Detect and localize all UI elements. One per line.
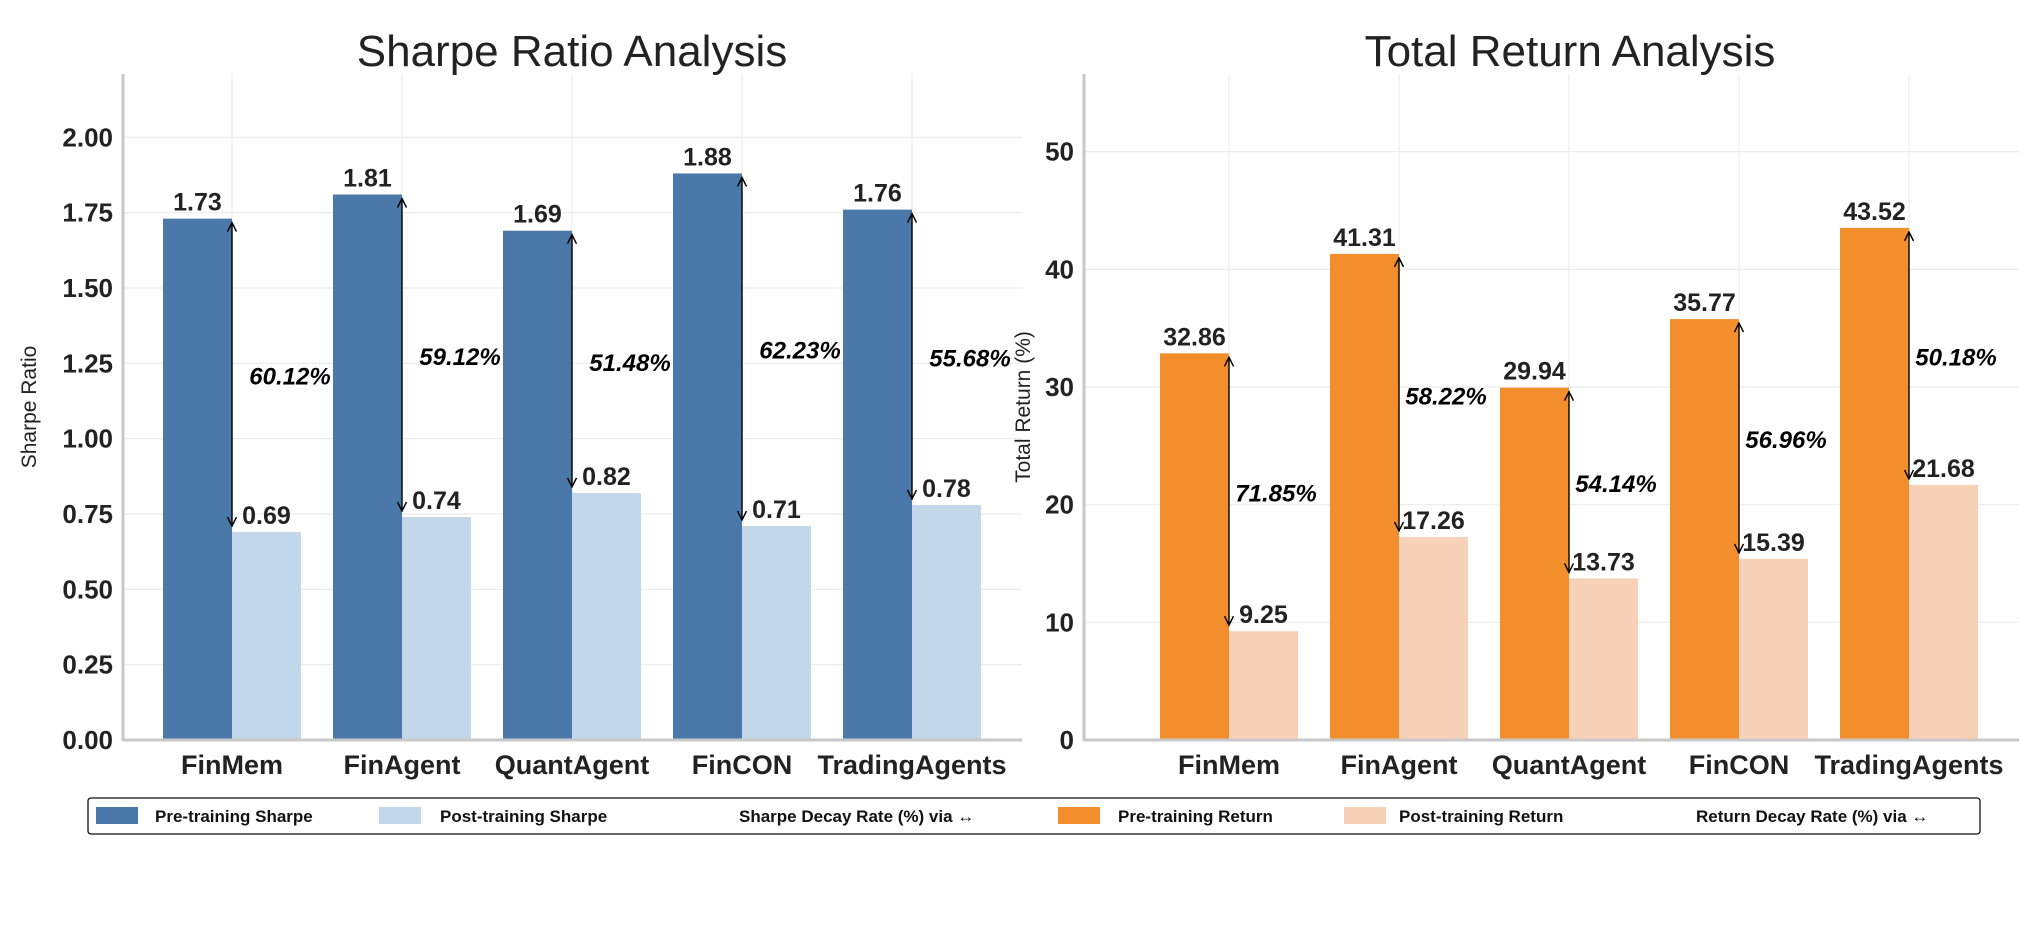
value-label-pre: 43.52 <box>1843 198 1906 226</box>
bar-post-fincon <box>1739 558 1808 740</box>
legend-label: Pre-training Return <box>1118 807 1273 826</box>
y-tick-label: 10 <box>1045 607 1074 637</box>
chart-title: Sharpe Ratio Analysis <box>357 27 787 76</box>
value-label-post: 9.25 <box>1239 601 1288 629</box>
value-label-pre: 1.73 <box>173 189 222 217</box>
decay-rate-label: 58.22% <box>1405 383 1486 410</box>
x-tick-label: FinAgent <box>344 750 461 780</box>
bar-pre-finagent <box>1330 253 1399 741</box>
sharpe-ratio-panel: 0.00 0.25 0.50 0.75 1.00 1.25 1.50 1.75 2.00 1.73… <box>18 27 1022 780</box>
value-label-post: 0.78 <box>922 475 971 503</box>
legend-swatch <box>96 807 138 824</box>
y-tick-label: 1.50 <box>62 273 113 303</box>
decay-rate-label: 50.18% <box>1915 344 1996 371</box>
legend-label: Return Decay Rate (%) via ↔ <box>1696 807 1928 826</box>
bar-post-quantagent <box>572 492 641 740</box>
value-label-post: 0.69 <box>242 502 291 530</box>
x-tick-label: FinCON <box>692 750 793 780</box>
chart-title: Total Return Analysis <box>1365 27 1776 76</box>
decay-rate-label: 55.68% <box>929 345 1010 372</box>
bar-pre-tradingagents <box>843 209 912 741</box>
y-tick-label: 0 <box>1060 725 1074 755</box>
x-tick-label: FinAgent <box>1341 750 1458 780</box>
bar-pre-finagent <box>333 194 402 741</box>
decay-rate-label: 59.12% <box>419 344 500 371</box>
legend-label: Pre-training Sharpe <box>155 807 313 826</box>
y-tick-label: 0.00 <box>62 725 113 755</box>
x-tick-label: FinCON <box>1689 750 1790 780</box>
x-tick-label: QuantAgent <box>495 750 650 780</box>
bar-post-finagent <box>402 516 471 740</box>
y-tick-label: 50 <box>1045 137 1074 167</box>
y-axis-label: Sharpe Ratio <box>18 346 41 469</box>
bar-pre-fincon <box>1670 319 1739 740</box>
value-label-pre: 41.31 <box>1333 224 1396 252</box>
bar-post-quantagent <box>1569 578 1638 740</box>
value-label-pre: 1.81 <box>343 165 392 193</box>
y-tick-label: 20 <box>1045 490 1074 520</box>
decay-rate-label: 51.48% <box>589 350 670 377</box>
y-tick-label: 1.25 <box>62 348 113 378</box>
x-tick-label: QuantAgent <box>1492 750 1647 780</box>
bar-post-finagent <box>1399 536 1468 740</box>
bar-pre-quantagent <box>503 230 572 741</box>
value-label-post: 0.71 <box>752 496 801 524</box>
y-axis-label: Total Return (%) <box>1012 331 1035 483</box>
bar-pre-tradingagents <box>1840 227 1909 740</box>
legend-swatch <box>379 807 421 824</box>
value-label-pre: 29.94 <box>1503 358 1566 386</box>
value-label-post: 15.39 <box>1742 529 1805 557</box>
bar-pre-quantagent <box>1500 387 1569 740</box>
y-tick-label: 1.00 <box>62 424 113 454</box>
value-label-pre: 32.86 <box>1163 323 1226 351</box>
y-tick-label: 40 <box>1045 254 1074 284</box>
value-label-pre: 1.76 <box>853 180 902 208</box>
value-label-post: 0.74 <box>412 487 461 515</box>
total-return-panel: 0 10 20 30 40 50 32.86 9.25 71.85% FinMem 41.31 17.… <box>1012 27 2019 780</box>
legend-label: Post-training Return <box>1399 807 1563 826</box>
value-label-pre: 1.88 <box>683 143 732 171</box>
value-label-post: 21.68 <box>1912 455 1975 483</box>
x-tick-label: FinMem <box>181 750 283 780</box>
y-tick-label: 0.75 <box>62 499 113 529</box>
y-tick-label: 1.75 <box>62 198 113 228</box>
legend-label: Sharpe Decay Rate (%) via ↔ <box>739 807 974 826</box>
bar-post-tradingagents <box>1909 484 1978 740</box>
legend-frame <box>87 797 1981 835</box>
decay-rate-label: 54.14% <box>1575 471 1656 498</box>
y-tick-label: 0.25 <box>62 650 113 680</box>
bar-pre-finmem <box>163 218 232 740</box>
y-tick-label: 0.50 <box>62 574 113 604</box>
value-label-pre: 1.69 <box>513 201 562 229</box>
value-label-post: 13.73 <box>1572 548 1635 576</box>
value-label-post: 17.26 <box>1402 507 1465 535</box>
x-tick-label: TradingAgents <box>1814 750 2003 780</box>
value-label-post: 0.82 <box>582 463 631 491</box>
decay-rate-label: 62.23% <box>759 338 840 365</box>
decay-rate-label: 71.85% <box>1235 480 1316 507</box>
bar-post-fincon <box>742 526 811 740</box>
bar-pre-fincon <box>673 173 742 740</box>
value-label-pre: 35.77 <box>1673 289 1736 317</box>
x-tick-label: FinMem <box>1178 750 1280 780</box>
y-tick-label: 30 <box>1045 372 1074 402</box>
legend-label: Post-training Sharpe <box>440 807 607 826</box>
legend-swatch <box>1344 807 1386 824</box>
bar-post-tradingagents <box>912 504 981 740</box>
y-tick-label: 2.00 <box>62 122 113 152</box>
x-tick-label: TradingAgents <box>817 750 1006 780</box>
decay-rate-label: 60.12% <box>249 363 330 390</box>
legend: Pre-training Sharpe Post-training Sharpe S… <box>87 797 1981 835</box>
bar-post-finmem <box>1229 631 1298 740</box>
bar-pre-finmem <box>1160 353 1229 740</box>
decay-rate-label: 56.96% <box>1745 427 1826 454</box>
legend-swatch <box>1058 807 1100 824</box>
bar-post-finmem <box>232 532 301 740</box>
